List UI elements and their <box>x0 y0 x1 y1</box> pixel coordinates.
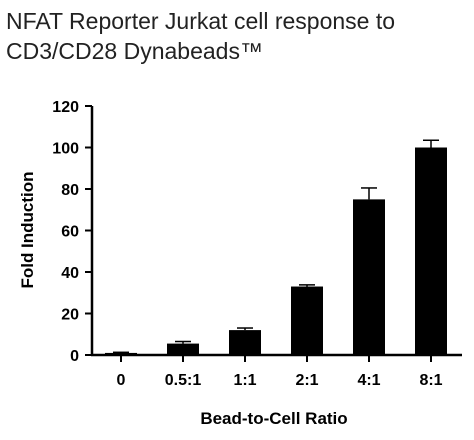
bar-1 <box>167 343 199 355</box>
x-tick-label-3: 2:1 <box>295 372 318 389</box>
y-tick-label-4: 80 <box>61 182 79 199</box>
y-tick-label-3: 60 <box>61 224 79 241</box>
bar-4 <box>353 199 385 355</box>
y-axis-title: Fold Induction <box>18 171 37 288</box>
y-ticks-group: 0 20 40 60 80 100 120 <box>52 99 92 365</box>
y-tick-label-0: 0 <box>70 348 79 365</box>
bar-3 <box>291 286 323 355</box>
chart-title-line-1: NFAT Reporter Jurkat cell response to <box>6 8 396 34</box>
error-bars-group <box>113 139 439 354</box>
bar-2 <box>229 330 261 355</box>
x-ticks-group: 0 0.5:1 1:1 2:1 4:1 8:1 <box>117 355 443 389</box>
bar-5 <box>415 147 447 355</box>
x-tick-label-2: 1:1 <box>233 372 256 389</box>
y-tick-label-1: 20 <box>61 307 79 324</box>
x-axis-title: Bead-to-Cell Ratio <box>200 409 347 428</box>
x-tick-label-0: 0 <box>117 372 126 389</box>
x-tick-label-5: 8:1 <box>419 372 442 389</box>
y-tick-label-5: 100 <box>52 141 79 158</box>
x-tick-label-1: 0.5:1 <box>165 372 202 389</box>
y-tick-label-2: 40 <box>61 265 79 282</box>
x-tick-label-4: 4:1 <box>357 372 380 389</box>
y-tick-label-6: 120 <box>52 99 79 116</box>
chart-title: NFAT Reporter Jurkat cell response to CD… <box>6 6 468 66</box>
bars-group <box>105 147 447 355</box>
chart-title-line-2: CD3/CD28 Dynabeads™ <box>6 38 263 64</box>
